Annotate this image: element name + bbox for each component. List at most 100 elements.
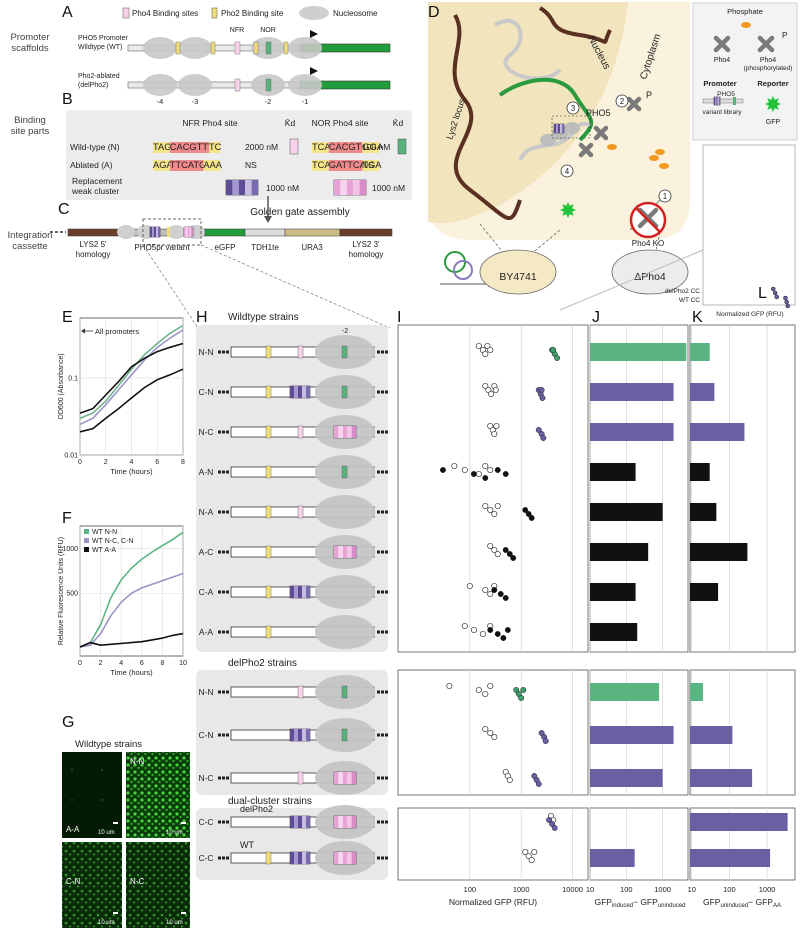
series-line [79, 329, 184, 426]
library-box [142, 218, 202, 246]
group-title: dual-cluster strains [228, 796, 312, 807]
panel-letter: J [592, 309, 600, 326]
pho4-icon [626, 96, 642, 112]
pho2-site-icon [211, 7, 218, 19]
cluster-stripe [342, 772, 348, 784]
cluster-stripe [342, 546, 348, 558]
x-tick-label: 10000 [562, 885, 583, 894]
cluster-stripe [298, 852, 302, 864]
cluster-stripe [556, 124, 558, 133]
panel-letter: C [58, 201, 70, 218]
cell-link [479, 223, 506, 256]
uninduced-point [446, 682, 453, 690]
bar [690, 813, 788, 831]
cluster-stripe [558, 124, 560, 133]
pho4-site [733, 97, 736, 105]
dash [218, 776, 221, 780]
label: 2000 nM [245, 142, 278, 152]
induced-point [470, 471, 477, 477]
label: NFR [230, 27, 244, 34]
dash [381, 550, 384, 554]
panel-letter: L [758, 285, 767, 302]
pho2-site [265, 625, 272, 639]
x-axis-label: Time (hours) [110, 467, 153, 476]
dash [222, 510, 225, 514]
series-line [79, 342, 184, 414]
y-axis-label: OD600 (Absorbance) [58, 353, 65, 419]
cluster-stripe [334, 772, 339, 784]
bar [690, 343, 710, 361]
x-tick-label: 6 [155, 459, 159, 466]
promoter-box [551, 115, 591, 139]
uninduced-point [491, 430, 498, 438]
series-line [79, 632, 184, 648]
panel-letter: A [62, 4, 73, 21]
cluster-stripe [290, 816, 294, 828]
bar [590, 423, 674, 441]
panel-box [397, 324, 589, 653]
row-label: A-N [199, 467, 214, 477]
x-tick-label: 100 [620, 885, 633, 894]
cluster-stripe [294, 386, 298, 398]
label: Wildtype strains [75, 739, 142, 750]
bar [590, 683, 660, 701]
pho4-site [297, 505, 304, 519]
dash [226, 550, 229, 554]
induced-point [502, 547, 509, 553]
sequence: AAA [203, 160, 222, 170]
label: 100 nM [362, 142, 390, 152]
phosphate [659, 163, 669, 169]
uninduced-point [487, 466, 494, 474]
label: Reporter [757, 79, 788, 88]
sequence: GGA [362, 142, 383, 152]
dash [222, 856, 225, 860]
nucleosome [540, 134, 556, 146]
cluster-stripe [302, 816, 306, 828]
dash [377, 550, 380, 554]
cluster-stripe [185, 227, 188, 237]
x-tick-label: 4 [119, 660, 123, 667]
row-label: A-A [199, 627, 214, 637]
section-label: Promoter [10, 32, 49, 43]
pho4-site-icon [397, 138, 407, 155]
cluster-stripe [245, 180, 252, 195]
row-label: N-C [198, 773, 213, 783]
row-label: N-C [198, 427, 213, 437]
cluster-stripe [334, 852, 339, 864]
dash [218, 430, 221, 434]
dash [377, 510, 380, 514]
label: Phosphate [727, 7, 763, 16]
step-number: 1 [663, 192, 668, 201]
cluster-stripe [156, 227, 158, 237]
uninduced-point [482, 586, 489, 594]
cluster-stripe [347, 852, 352, 864]
sequence: TCA [312, 160, 331, 170]
dash [381, 430, 384, 434]
legend-label: WT N-N [92, 529, 117, 536]
dash [218, 820, 221, 824]
label: -2 [342, 328, 348, 335]
panel-letter: G [62, 714, 74, 731]
label-part: − GFP [748, 897, 773, 907]
dash [381, 820, 384, 824]
group-title: Wildtype strains [228, 312, 299, 323]
cluster-stripe [347, 546, 352, 558]
cluster-stripe [347, 772, 352, 784]
bar [590, 343, 687, 361]
pho2-site [265, 545, 272, 559]
dash [377, 856, 380, 860]
annotation: All promoters [95, 327, 139, 336]
dash [381, 510, 384, 514]
dash [377, 430, 380, 434]
micrograph [62, 842, 122, 928]
dash [381, 390, 384, 394]
cassette-part [244, 228, 286, 237]
cluster-stripe [306, 386, 310, 398]
label-part: uninduced [658, 903, 686, 909]
phosphate [655, 149, 665, 155]
pho4-site [341, 728, 348, 742]
step-marker [566, 101, 580, 115]
legend-swatch [84, 529, 89, 534]
label: Wildtype (WT) [78, 44, 122, 51]
pho4-icon [578, 142, 594, 158]
